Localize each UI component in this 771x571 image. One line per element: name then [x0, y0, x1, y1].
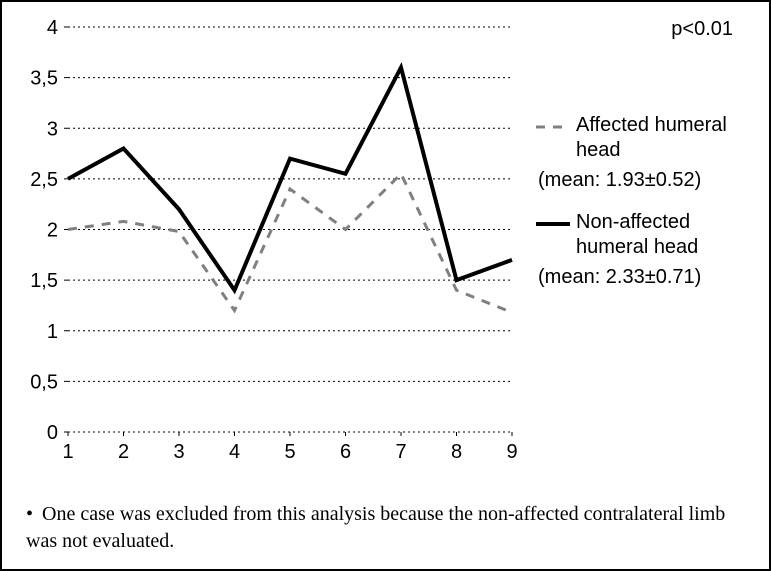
svg-text:2,5: 2,5	[30, 169, 58, 191]
line-chart: 0 0,5 1 1,5 2 2,5 3 3,5 4 1 2 3 4 5 6 7 8 9	[12, 12, 522, 472]
svg-text:1: 1	[47, 321, 58, 343]
svg-text:9: 9	[506, 441, 517, 463]
svg-text:3: 3	[47, 118, 58, 140]
svg-text:3,5: 3,5	[30, 68, 58, 90]
svg-text:0,5: 0,5	[30, 371, 58, 393]
svg-text:1: 1	[62, 441, 73, 463]
legend-label-nonaffected: Non-affected humeral head	[576, 210, 759, 260]
legend-swatch-affected	[536, 117, 570, 137]
svg-text:6: 6	[340, 441, 351, 463]
footnote: • One case was excluded from this analys…	[2, 495, 769, 569]
legend-mean-nonaffected: (mean: 2.33±0.71)	[536, 266, 759, 289]
legend-swatch-nonaffected	[536, 214, 570, 234]
legend-item-nonaffected: Non-affected humeral head	[536, 210, 759, 260]
legend-item-affected: Affected humeral head	[536, 113, 759, 163]
footnote-bullet: •	[26, 503, 33, 525]
svg-text:1,5: 1,5	[30, 270, 58, 292]
svg-text:2: 2	[47, 220, 58, 242]
svg-text:0: 0	[47, 422, 58, 444]
p-value-label: p<0.01	[536, 18, 759, 41]
legend-mean-affected: (mean: 1.93±0.52)	[536, 169, 759, 192]
svg-text:7: 7	[395, 441, 406, 463]
legend-label-affected: Affected humeral head	[576, 113, 759, 163]
chart-row: 0 0,5 1 1,5 2 2,5 3 3,5 4 1 2 3 4 5 6 7 8 9 p<0.01 Affect…	[2, 2, 769, 495]
figure-container: 0 0,5 1 1,5 2 2,5 3 3,5 4 1 2 3 4 5 6 7 8 9 p<0.01 Affect…	[0, 0, 771, 571]
svg-text:8: 8	[451, 441, 462, 463]
svg-text:5: 5	[284, 441, 295, 463]
svg-text:4: 4	[229, 441, 240, 463]
footnote-text: One case was excluded from this analysis…	[26, 503, 725, 552]
legend-area: p<0.01 Affected humeral head (mean: 1.93…	[522, 12, 759, 495]
chart-area: 0 0,5 1 1,5 2 2,5 3 3,5 4 1 2 3 4 5 6 7 8 9	[12, 12, 522, 472]
svg-text:2: 2	[118, 441, 129, 463]
svg-text:3: 3	[173, 441, 184, 463]
svg-text:4: 4	[47, 17, 58, 39]
